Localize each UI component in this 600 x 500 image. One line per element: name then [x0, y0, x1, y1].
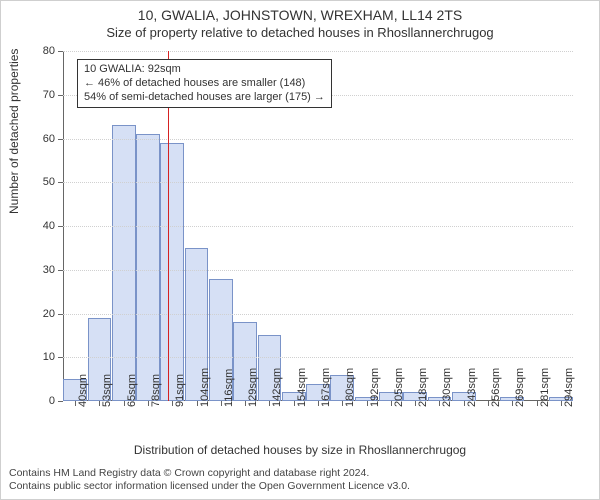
annotation-box: 10 GWALIA: 92sqm ← 46% of detached house… — [77, 59, 332, 108]
x-tick — [561, 401, 562, 406]
x-tick-label: 167sqm — [320, 368, 332, 407]
x-tick-label: 142sqm — [271, 368, 283, 407]
x-tick — [75, 401, 76, 406]
gridline — [63, 270, 573, 271]
x-tick-label: 243sqm — [466, 368, 478, 407]
x-tick-label: 192sqm — [369, 368, 381, 407]
x-tick-label: 269sqm — [514, 368, 526, 407]
x-tick-label: 205sqm — [393, 368, 405, 407]
page-subtitle: Size of property relative to detached ho… — [1, 25, 599, 40]
bar — [112, 125, 136, 401]
x-tick-label: 180sqm — [344, 368, 356, 407]
x-tick-label: 40sqm — [77, 374, 89, 407]
y-tick-label: 70 — [43, 89, 63, 101]
x-tick-label: 65sqm — [126, 374, 138, 407]
gridline — [63, 226, 573, 227]
x-tick-label: 154sqm — [296, 368, 308, 407]
x-tick-label: 129sqm — [247, 368, 259, 407]
x-tick — [124, 401, 125, 406]
x-tick — [537, 401, 538, 406]
x-tick-label: 91sqm — [174, 374, 186, 407]
x-tick-label: 281sqm — [539, 368, 551, 407]
annotation-line-1: 10 GWALIA: 92sqm — [84, 63, 325, 77]
y-tick-label: 40 — [43, 220, 63, 232]
x-tick — [148, 401, 149, 406]
y-tick-label: 80 — [43, 45, 63, 57]
x-tick-label: 230sqm — [441, 368, 453, 407]
x-tick — [488, 401, 489, 406]
x-tick-label: 104sqm — [199, 368, 211, 407]
x-tick — [415, 401, 416, 406]
y-tick-label: 0 — [49, 395, 63, 407]
x-tick — [245, 401, 246, 406]
x-tick — [294, 401, 295, 406]
x-tick — [464, 401, 465, 406]
x-tick — [318, 401, 319, 406]
x-tick-label: 78sqm — [150, 374, 162, 407]
annotation-line-2: ← 46% of detached houses are smaller (14… — [84, 77, 325, 91]
x-tick — [221, 401, 222, 406]
y-tick-label: 10 — [43, 351, 63, 363]
footnote: Contains HM Land Registry data © Crown c… — [9, 467, 410, 493]
y-axis-label: Number of detached properties — [7, 49, 21, 214]
x-tick — [367, 401, 368, 406]
footnote-line-2: Contains public sector information licen… — [9, 480, 410, 493]
bar — [136, 134, 160, 401]
x-axis-label: Distribution of detached houses by size … — [1, 443, 599, 457]
gridline — [63, 314, 573, 315]
x-tick-label: 218sqm — [417, 368, 429, 407]
y-tick-label: 60 — [43, 133, 63, 145]
gridline — [63, 182, 573, 183]
x-tick-label: 294sqm — [563, 368, 575, 407]
x-tick — [197, 401, 198, 406]
gridline — [63, 139, 573, 140]
x-tick-label: 53sqm — [101, 374, 113, 407]
gridline — [63, 51, 573, 52]
page-root: 10, GWALIA, JOHNSTOWN, WREXHAM, LL14 2TS… — [0, 0, 600, 500]
y-tick-label: 30 — [43, 264, 63, 276]
page-title: 10, GWALIA, JOHNSTOWN, WREXHAM, LL14 2TS — [1, 7, 599, 23]
footnote-line-1: Contains HM Land Registry data © Crown c… — [9, 467, 410, 480]
gridline — [63, 357, 573, 358]
annotation-line-3: 54% of semi-detached houses are larger (… — [84, 91, 325, 105]
y-tick-label: 50 — [43, 176, 63, 188]
x-tick-label: 256sqm — [490, 368, 502, 407]
y-tick-label: 20 — [43, 308, 63, 320]
x-tick-label: 116sqm — [223, 369, 235, 407]
x-tick — [391, 401, 392, 406]
